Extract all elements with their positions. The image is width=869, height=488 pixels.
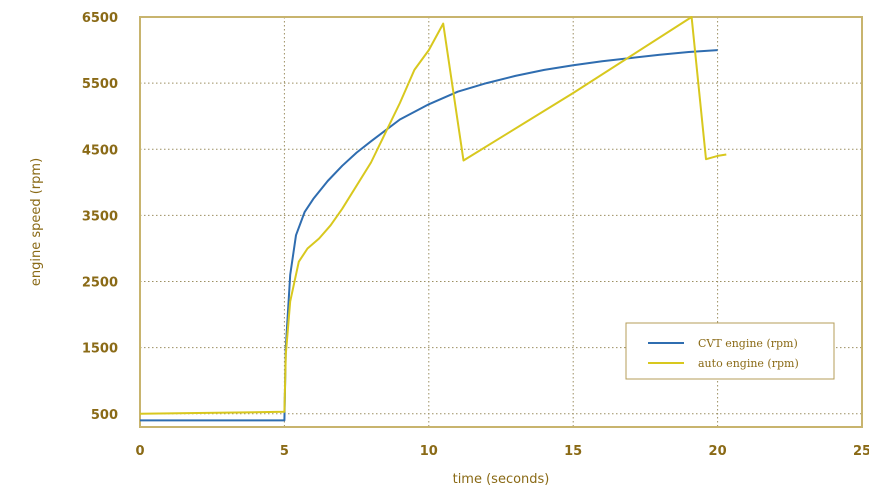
plot-frame xyxy=(139,16,863,428)
y-axis-title: engine speed (rpm) xyxy=(29,158,44,286)
series-line-1 xyxy=(139,16,727,415)
x-tick-labels: 0 5 10 15 20 25 xyxy=(135,444,869,459)
legend: CVT engine (rpm) auto engine (rpm) xyxy=(625,322,835,380)
legend-label-0: CVT engine (rpm) xyxy=(698,337,798,350)
x-tick-label: 25 xyxy=(853,444,869,459)
x-tick-label: 0 xyxy=(135,444,144,459)
x-tick-label: 5 xyxy=(280,444,289,459)
y-tick-label: 500 xyxy=(91,408,118,423)
series-layer xyxy=(139,16,727,422)
x-tick-label: 10 xyxy=(420,444,438,459)
y-tick-label: 2500 xyxy=(82,276,118,291)
series-line-0 xyxy=(140,49,718,422)
x-axis-title: time (seconds) xyxy=(453,472,550,487)
x-tick-label: 20 xyxy=(709,444,727,459)
y-tick-label: 5500 xyxy=(82,77,118,92)
legend-label-1: auto engine (rpm) xyxy=(698,357,799,370)
legend-box xyxy=(625,322,835,380)
y-tick-label: 6500 xyxy=(82,11,118,26)
y-tick-labels: 500 1500 2500 3500 4500 5500 6500 xyxy=(82,11,118,423)
grid xyxy=(140,17,862,427)
y-tick-label: 3500 xyxy=(82,209,118,224)
y-tick-label: 1500 xyxy=(82,342,118,357)
x-tick-label: 15 xyxy=(564,444,582,459)
y-tick-label: 4500 xyxy=(82,143,118,158)
